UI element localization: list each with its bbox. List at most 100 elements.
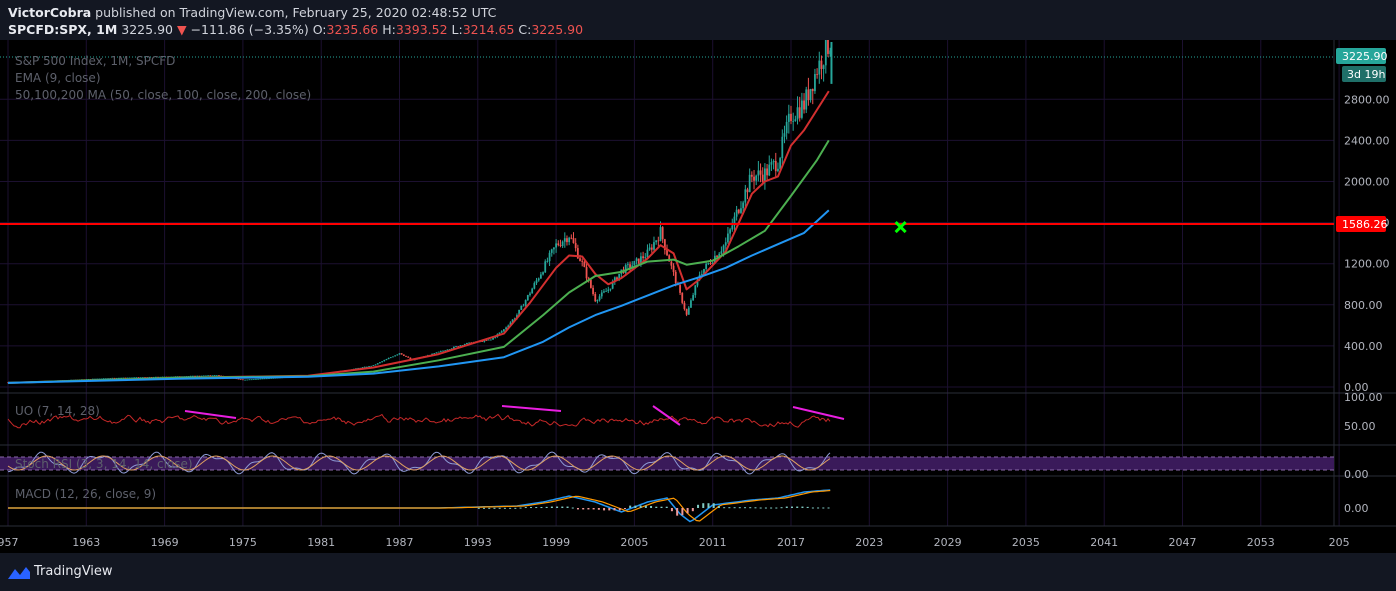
macd-signal-line[interactable] bbox=[8, 489, 831, 522]
candle-body bbox=[94, 378, 96, 380]
candle-body bbox=[174, 376, 177, 378]
candle-body bbox=[683, 302, 686, 310]
candle-body bbox=[518, 309, 521, 316]
time-tick-label: 1963 bbox=[72, 536, 100, 549]
time-axis[interactable]: 957 1963 1969 1975 1981 1987 1993 1999 2005 2011 2… bbox=[0, 536, 1350, 549]
candle-body bbox=[442, 350, 444, 352]
macd-histogram-bar bbox=[587, 508, 590, 510]
last-price-badge: 3225.90 bbox=[1336, 48, 1388, 64]
candle-body bbox=[742, 202, 745, 209]
macd-histogram-bar bbox=[681, 508, 684, 516]
candle-body bbox=[790, 113, 792, 122]
candle-body bbox=[394, 355, 397, 357]
candle-body bbox=[690, 300, 692, 308]
candle-body bbox=[98, 378, 101, 380]
price-change: −111.86 (−3.35%) bbox=[190, 22, 309, 37]
symbol-label[interactable]: SPCFD:SPX, 1M bbox=[8, 22, 118, 37]
candle-body bbox=[659, 227, 662, 241]
ma-50-line[interactable] bbox=[7, 139, 830, 384]
legend-stoch[interactable]: Stoch RSI (3, 3, 14, 14, close) bbox=[15, 457, 193, 471]
candle-body bbox=[783, 133, 786, 137]
candle-body bbox=[574, 243, 577, 249]
legend-macd[interactable]: MACD (12, 26, close, 9) bbox=[15, 487, 156, 501]
candle-body bbox=[265, 378, 268, 380]
low-value: 3214.65 bbox=[462, 22, 515, 37]
candle-body bbox=[761, 174, 764, 182]
macd-histogram-bar bbox=[571, 507, 574, 509]
legend-ma[interactable]: 50,100,200 MA (50, close, 100, close, 20… bbox=[15, 88, 311, 102]
candle-body bbox=[566, 238, 568, 243]
candle-body bbox=[511, 319, 514, 323]
candle-body bbox=[202, 375, 205, 377]
macd-histogram-bar bbox=[483, 507, 486, 509]
candle-body bbox=[178, 376, 181, 378]
candle-body bbox=[637, 258, 640, 264]
macd-histogram-bar bbox=[629, 505, 632, 508]
candle-body bbox=[376, 363, 379, 365]
candle-body bbox=[705, 263, 708, 269]
candle-body bbox=[96, 378, 99, 380]
candle-body bbox=[115, 377, 118, 379]
ema-9-line[interactable] bbox=[7, 90, 830, 384]
candle-body bbox=[513, 318, 516, 320]
candle-body bbox=[670, 261, 673, 266]
candle-body bbox=[100, 378, 103, 380]
tradingview-brand[interactable]: TradingView bbox=[34, 564, 113, 579]
legend-uo[interactable]: UO (7, 14, 28) bbox=[15, 404, 100, 418]
macd-histogram-bar bbox=[514, 507, 517, 509]
candle-body bbox=[529, 293, 531, 296]
candle-body bbox=[374, 364, 377, 366]
candle-body bbox=[800, 100, 803, 118]
divergence-lines bbox=[184, 405, 845, 426]
candle-body bbox=[570, 237, 573, 239]
candle-body bbox=[740, 208, 742, 213]
candle-body bbox=[766, 168, 768, 176]
candle-body bbox=[213, 375, 216, 376]
macd-histogram-bar bbox=[509, 507, 512, 509]
candle-body bbox=[133, 377, 136, 379]
macd-histogram-bar bbox=[519, 507, 522, 509]
price-tick-label: 1200.00 bbox=[1344, 258, 1390, 271]
candle-body bbox=[609, 288, 612, 290]
candle-body bbox=[768, 164, 771, 176]
candle-body bbox=[700, 273, 703, 275]
candle-body bbox=[542, 272, 544, 275]
candle-body bbox=[585, 266, 588, 279]
legend-ema[interactable]: EMA (9, close) bbox=[15, 71, 101, 85]
candle-body bbox=[814, 74, 816, 92]
candle-body bbox=[781, 136, 784, 159]
time-tick-label: 2053 bbox=[1247, 536, 1275, 549]
chart-area[interactable]: S&P 500 Index, 1M, SPCFD EMA (9, close) … bbox=[0, 40, 1396, 553]
candle-body bbox=[520, 305, 523, 310]
indicator-tick-label: 0.00 bbox=[1344, 468, 1369, 481]
candle-body bbox=[531, 288, 534, 294]
author-name[interactable]: VictorCobra bbox=[8, 5, 92, 20]
candle-body bbox=[509, 322, 512, 326]
time-tick-label: 2029 bbox=[934, 536, 962, 549]
candle-body bbox=[383, 360, 386, 362]
legend-main[interactable]: S&P 500 Index, 1M, SPCFD bbox=[15, 54, 175, 68]
uo-line[interactable] bbox=[7, 413, 831, 429]
macd-histogram-bar bbox=[670, 508, 673, 512]
candle-body bbox=[561, 241, 564, 246]
tradingview-logo-icon[interactable] bbox=[7, 565, 31, 581]
macd-histogram-bar bbox=[597, 508, 600, 510]
macd-histogram-bar bbox=[691, 508, 694, 512]
candle-body bbox=[248, 379, 251, 381]
candle-body bbox=[361, 367, 364, 369]
candle-body bbox=[685, 309, 688, 315]
candle-body bbox=[613, 277, 616, 282]
macd-histogram-bar bbox=[566, 506, 569, 508]
macd-histogram-bar bbox=[697, 504, 700, 508]
candle-body bbox=[170, 376, 173, 378]
candle-body bbox=[483, 340, 486, 342]
candle-body bbox=[672, 265, 675, 272]
candle-body bbox=[118, 377, 120, 379]
macd-histogram-bar bbox=[582, 508, 585, 510]
candle-body bbox=[626, 264, 629, 266]
stoch-d-line[interactable] bbox=[7, 455, 831, 471]
candle-body bbox=[550, 249, 553, 253]
candle-body bbox=[494, 336, 497, 338]
candle-body bbox=[557, 243, 560, 246]
ma-100-line[interactable] bbox=[7, 209, 830, 384]
